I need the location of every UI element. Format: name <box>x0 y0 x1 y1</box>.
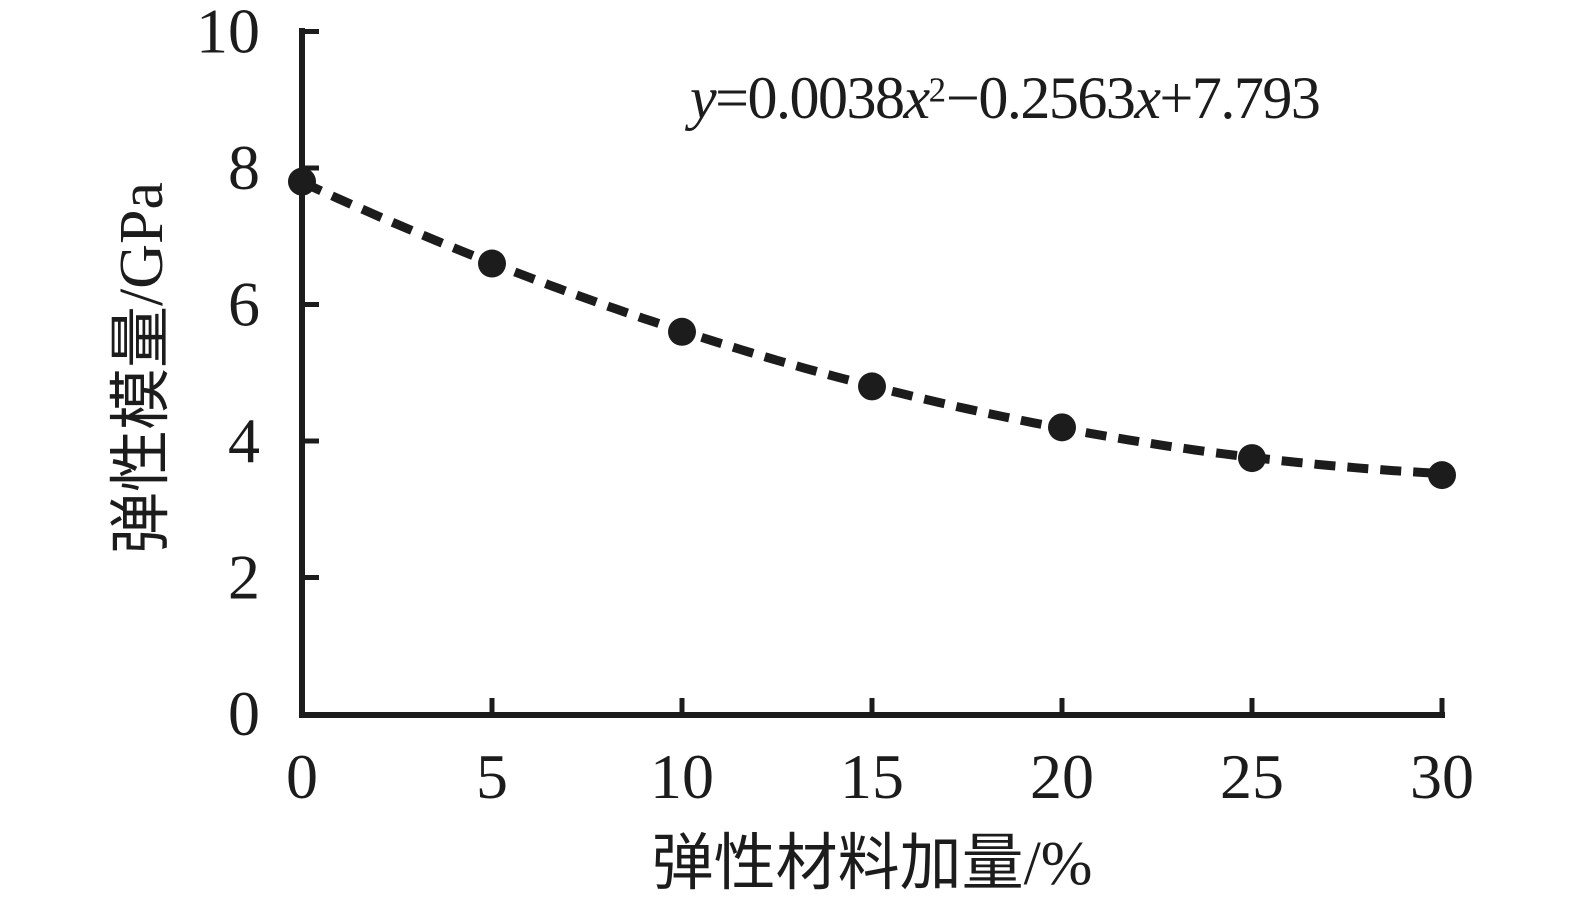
y-axis-title: 弹性模量/GPa <box>108 182 176 555</box>
data-point <box>858 372 886 401</box>
data-point <box>1428 461 1456 490</box>
data-point <box>288 167 316 196</box>
x-tick-label: 10 <box>650 741 714 812</box>
data-point <box>668 317 696 346</box>
equation-segment: +7.793 <box>1159 65 1321 131</box>
x-tick-label: 5 <box>476 741 508 812</box>
equation-segment: y <box>690 65 717 131</box>
x-axis-title: 弹性材料加量/% <box>651 830 1093 898</box>
x-tick-label: 15 <box>840 741 904 812</box>
y-tick-label: 8 <box>228 132 260 203</box>
equation-segment: x <box>903 65 930 131</box>
y-tick-label: 0 <box>228 678 260 749</box>
trendline-equation: y=0.0038x2−0.2563x+7.793 <box>690 62 1321 134</box>
equation-segment: −0.2563 <box>946 65 1136 131</box>
y-tick-label: 4 <box>228 405 260 476</box>
y-tick-label: 6 <box>228 269 260 340</box>
data-point <box>1238 444 1266 473</box>
x-tick-label: 25 <box>1220 741 1284 812</box>
trendline-dashed <box>300 178 1443 478</box>
equation-segment: 2 <box>928 70 947 110</box>
y-tick-label: 2 <box>228 542 260 613</box>
y-tick-label: 10 <box>196 0 260 67</box>
x-tick-label: 30 <box>1410 741 1474 812</box>
equation-segment: =0.0038 <box>715 65 905 131</box>
data-point <box>478 249 506 278</box>
equation-segment: x <box>1134 65 1161 131</box>
x-tick-label: 20 <box>1030 741 1094 812</box>
x-tick-label: 0 <box>286 741 318 812</box>
data-point <box>1048 413 1076 442</box>
